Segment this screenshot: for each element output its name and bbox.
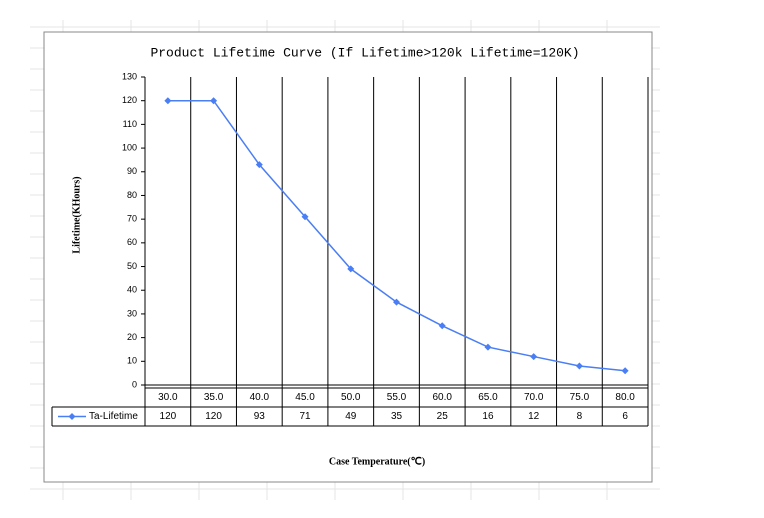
y-tick-label: 60 (127, 237, 137, 247)
x-tick-label: 40.0 (250, 392, 270, 403)
y-tick-label: 20 (127, 332, 137, 342)
data-point (347, 265, 355, 273)
data-point (530, 353, 538, 361)
table-value: 8 (577, 411, 583, 422)
table-value: 12 (528, 411, 540, 422)
x-tick-label: 55.0 (387, 392, 407, 403)
data-point (393, 298, 400, 306)
y-tick-label: 40 (127, 285, 137, 295)
table-value: 25 (437, 411, 449, 422)
table-value: 35 (391, 411, 403, 422)
table-value: 6 (622, 411, 628, 422)
y-tick-label: 130 (122, 71, 137, 81)
table-value: 16 (482, 411, 494, 422)
legend-marker (68, 413, 76, 420)
y-tick-label: 0 (132, 379, 137, 389)
data-point (255, 161, 263, 169)
y-tick-label: 100 (122, 142, 137, 152)
x-tick-label: 75.0 (570, 392, 590, 403)
table-value: 120 (160, 411, 177, 422)
data-point (575, 362, 583, 370)
data-point (438, 322, 446, 330)
y-tick-label: 70 (127, 214, 137, 224)
data-point (484, 343, 492, 351)
data-point (164, 97, 172, 105)
table-value: 120 (205, 411, 222, 422)
data-point (210, 97, 218, 105)
table-value: 49 (345, 411, 357, 422)
y-tick-label: 110 (123, 119, 137, 129)
x-tick-label: 35.0 (204, 392, 224, 403)
y-tick-label: 80 (127, 190, 137, 200)
table-value: 71 (299, 411, 311, 422)
x-tick-label: 50.0 (341, 392, 361, 403)
data-point (301, 213, 309, 221)
x-axis-label: Case Temperature(℃) (329, 456, 425, 467)
x-tick-label: 30.0 (158, 392, 178, 403)
x-tick-label: 70.0 (524, 392, 544, 403)
y-tick-label: 120 (122, 95, 137, 105)
data-point (621, 367, 629, 375)
y-tick-label: 10 (127, 356, 137, 366)
y-axis-label: Lifetime(KHours) (71, 176, 82, 253)
y-tick-label: 90 (127, 166, 137, 176)
table-value: 93 (254, 411, 266, 422)
legend-label: Ta-Lifetime (89, 411, 138, 422)
x-tick-label: 60.0 (432, 392, 452, 403)
y-tick-label: 50 (127, 261, 137, 271)
y-tick-label: 30 (127, 308, 137, 318)
x-tick-label: 45.0 (295, 392, 315, 403)
x-tick-label: 65.0 (478, 392, 498, 403)
chart-title: Product Lifetime Curve (If Lifetime>120k… (150, 45, 579, 60)
x-tick-label: 80.0 (615, 392, 635, 403)
